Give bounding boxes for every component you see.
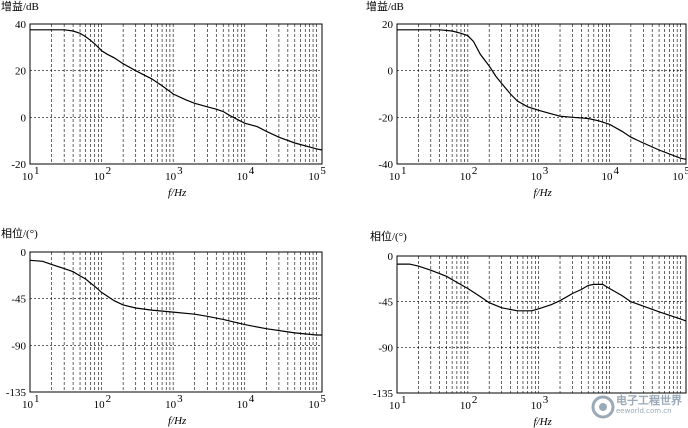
y-axis-title: 相位/(°) [1,226,38,240]
plot-frame [29,251,323,393]
x-tick-label: 10 [22,399,34,411]
x-tick-label: 10 [165,399,177,411]
x-tick-label: 10 [531,171,543,183]
y-tick-label: -20 [378,112,393,124]
x-tick-label: 10 [308,399,320,411]
x-tick-label: 10 [389,171,401,183]
x-axis-title: f/Hz [534,416,553,428]
y-axis-title: 相位/(°) [370,229,407,243]
x-tick-exponent: 4 [614,165,620,177]
watermark-text: 电子工程世界 [616,394,682,407]
x-tick-exponent: 2 [106,393,112,405]
x-axis-title: f/Hz [534,187,553,199]
x-tick-label: 10 [94,171,106,183]
x-tick-exponent: 3 [543,165,549,177]
x-tick-label: 10 [94,399,106,411]
y-tick-label: -90 [378,342,393,354]
x-tick-label: 10 [602,171,614,183]
y-tick-label: -45 [11,294,26,306]
x-tick-label: 10 [460,171,472,183]
y-axis-title: 增益/dB [1,0,39,13]
y-tick-label: 40 [15,19,27,31]
y-tick-label: 20 [382,19,394,31]
x-tick-exponent: 1 [401,394,407,406]
series-line [397,263,687,322]
watermark-subtext: eeworld.com.cn [616,407,672,415]
y-tick-label: 0 [388,251,394,263]
x-tick-label: 10 [460,400,472,412]
y-tick-label: -40 [378,159,393,171]
y-tick-label: -45 [378,297,393,309]
x-tick-exponent: 1 [401,165,407,177]
watermark-logo-icon [591,395,615,419]
x-tick-exponent: 3 [177,165,183,177]
x-tick-label: 10 [389,400,401,412]
plot-frame [396,255,687,394]
y-tick-label: -90 [11,340,26,352]
plot-frame [396,23,687,165]
x-axis-title: f/Hz [168,187,187,199]
x-tick-label: 10 [165,171,177,183]
y-axis-title: 增益/dB [366,0,404,13]
x-tick-exponent: 4 [249,165,255,177]
y-tick-label: 0 [388,66,394,78]
x-tick-exponent: 1 [34,165,40,177]
x-tick-exponent: 2 [106,165,112,177]
x-tick-label: 10 [531,400,543,412]
x-tick-exponent: 5 [320,165,326,177]
x-tick-exponent: 2 [472,394,478,406]
series-line [30,29,323,151]
x-tick-label: 10 [672,171,684,183]
x-tick-exponent: 4 [249,393,255,405]
y-tick-label: -135 [373,388,394,400]
y-tick-label: 0 [21,247,27,259]
x-tick-exponent: 1 [34,393,40,405]
x-tick-exponent: 5 [320,393,326,405]
x-tick-label: 10 [22,171,34,183]
x-tick-label: 10 [237,171,249,183]
x-tick-exponent: 2 [472,165,478,177]
y-tick-label: -135 [6,387,27,399]
x-tick-exponent: 3 [177,393,183,405]
series-line [397,29,687,160]
x-tick-exponent: 5 [684,165,688,177]
y-tick-label: -20 [11,159,26,171]
x-axis-title: f/Hz [168,415,187,427]
x-tick-label: 10 [308,171,320,183]
x-tick-exponent: 3 [543,394,549,406]
plot-frame [29,23,323,165]
x-tick-label: 10 [237,399,249,411]
y-tick-label: 0 [21,112,27,124]
series-line [29,259,322,336]
y-tick-label: 20 [15,66,27,78]
